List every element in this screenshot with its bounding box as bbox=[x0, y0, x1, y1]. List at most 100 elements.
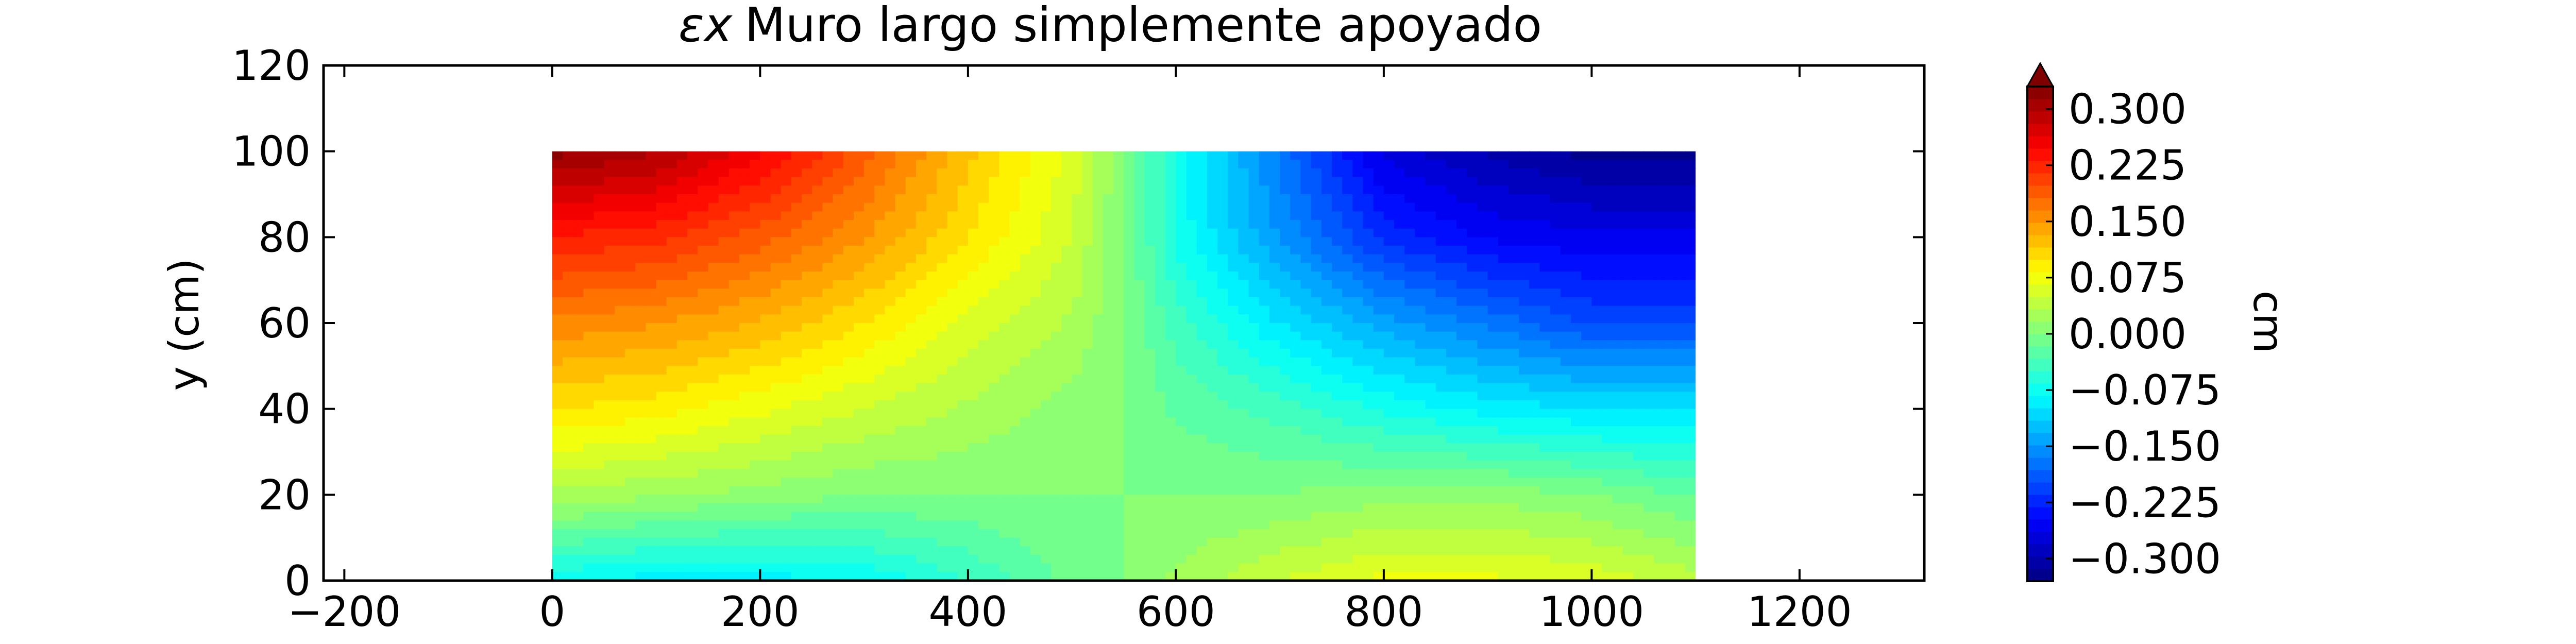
heatmap-cell bbox=[999, 383, 1010, 393]
heatmap-cell bbox=[1041, 314, 1052, 324]
heatmap-cell bbox=[1300, 211, 1312, 221]
heatmap-cell bbox=[1144, 185, 1156, 195]
heatmap-cell bbox=[563, 323, 574, 332]
heatmap-cell bbox=[1020, 478, 1031, 487]
heatmap-cell bbox=[1373, 202, 1384, 212]
heatmap-cell bbox=[968, 349, 979, 358]
heatmap-cell bbox=[1394, 220, 1405, 229]
heatmap-cell bbox=[1477, 434, 1488, 444]
heatmap-cell bbox=[895, 443, 906, 452]
heatmap-cell bbox=[770, 340, 782, 349]
heatmap-cell bbox=[1498, 194, 1509, 204]
heatmap-cell bbox=[1248, 289, 1260, 298]
heatmap-cell bbox=[947, 392, 958, 401]
heatmap-cell bbox=[1092, 495, 1104, 504]
heatmap-cell bbox=[1020, 177, 1031, 187]
heatmap-cell bbox=[1487, 237, 1499, 246]
heatmap-cell bbox=[750, 297, 761, 307]
heatmap-cell bbox=[843, 400, 854, 410]
heatmap-cell bbox=[1311, 349, 1322, 358]
heatmap-cell bbox=[1332, 151, 1343, 161]
heatmap-cell bbox=[1664, 297, 1675, 307]
heatmap-cell bbox=[843, 211, 854, 221]
heatmap-cell bbox=[947, 202, 958, 212]
heatmap-cell bbox=[614, 383, 625, 393]
heatmap-cell bbox=[1311, 340, 1322, 349]
heatmap-cell bbox=[989, 366, 1000, 375]
heatmap-cell bbox=[1051, 349, 1062, 358]
heatmap-cell bbox=[594, 417, 605, 427]
heatmap-cell bbox=[1467, 357, 1478, 367]
heatmap-cell bbox=[916, 280, 927, 290]
heatmap-cell bbox=[1144, 168, 1156, 178]
heatmap-cell bbox=[812, 443, 823, 452]
heatmap-cell bbox=[1612, 297, 1623, 307]
heatmap-cell bbox=[1051, 160, 1062, 169]
heatmap-cell bbox=[1602, 426, 1613, 435]
heatmap-cell bbox=[833, 400, 844, 410]
heatmap-cell bbox=[1311, 211, 1322, 221]
heatmap-cell bbox=[937, 194, 948, 204]
heatmap-cell bbox=[1228, 220, 1239, 229]
heatmap-cell bbox=[676, 409, 688, 418]
heatmap-cell bbox=[1477, 375, 1488, 384]
heatmap-cell bbox=[1051, 400, 1062, 410]
heatmap-cell bbox=[1217, 392, 1229, 401]
heatmap-cell bbox=[926, 314, 938, 324]
heatmap-cell bbox=[1342, 417, 1353, 427]
heatmap-cell bbox=[895, 417, 906, 427]
heatmap-cell bbox=[583, 280, 595, 290]
heatmap-cell bbox=[614, 211, 625, 221]
heatmap-cell bbox=[1622, 220, 1634, 229]
heatmap-cell bbox=[646, 202, 657, 212]
heatmap-cell bbox=[666, 400, 677, 410]
heatmap-cell bbox=[812, 151, 823, 161]
heatmap-cell bbox=[1217, 151, 1229, 161]
heatmap-cell bbox=[1498, 323, 1509, 332]
heatmap-cell bbox=[1446, 280, 1457, 290]
heatmap-cell bbox=[760, 237, 771, 246]
heatmap-cell bbox=[1280, 331, 1291, 341]
heatmap-cell bbox=[1207, 280, 1218, 290]
heatmap-cell bbox=[1394, 503, 1405, 513]
heatmap-cell bbox=[1092, 486, 1104, 496]
heatmap-cell bbox=[1041, 434, 1052, 444]
heatmap-cell bbox=[802, 228, 813, 238]
heatmap-cell bbox=[1332, 357, 1343, 367]
heatmap-cell bbox=[614, 289, 625, 298]
heatmap-cell bbox=[739, 202, 750, 212]
heatmap-cell bbox=[604, 426, 615, 435]
heatmap-cell bbox=[926, 323, 938, 332]
heatmap-cell bbox=[687, 503, 699, 513]
heatmap-cell bbox=[770, 331, 782, 341]
heatmap-cell bbox=[1498, 478, 1509, 487]
heatmap-cell bbox=[1155, 254, 1166, 264]
heatmap-cell bbox=[563, 383, 574, 393]
heatmap-cell bbox=[833, 392, 844, 401]
heatmap-cell bbox=[687, 417, 699, 427]
heatmap-cell bbox=[1352, 452, 1364, 461]
heatmap-cell bbox=[1332, 220, 1343, 229]
heatmap-cell bbox=[1196, 331, 1208, 341]
heatmap-cell bbox=[1009, 280, 1021, 290]
heatmap-cell bbox=[1280, 323, 1291, 332]
heatmap-cell bbox=[1248, 392, 1260, 401]
heatmap-cell bbox=[1155, 349, 1166, 358]
heatmap-cell bbox=[594, 323, 605, 332]
heatmap-cell bbox=[1124, 400, 1135, 410]
heatmap-cell bbox=[895, 478, 906, 487]
heatmap-cell bbox=[687, 263, 699, 272]
heatmap-cell bbox=[1009, 383, 1021, 393]
heatmap-cell bbox=[1539, 520, 1551, 530]
heatmap-cell bbox=[1321, 228, 1332, 238]
heatmap-cell bbox=[1228, 331, 1239, 341]
heatmap-cell bbox=[1030, 478, 1041, 487]
heatmap-cell bbox=[1186, 417, 1197, 427]
heatmap-cell bbox=[1259, 392, 1270, 401]
heatmap-cell bbox=[1664, 194, 1675, 204]
heatmap-cell bbox=[1134, 349, 1145, 358]
heatmap-cell bbox=[1134, 211, 1145, 221]
heatmap-cell bbox=[1664, 254, 1675, 264]
heatmap-cell bbox=[1009, 160, 1021, 169]
heatmap-cell bbox=[1280, 452, 1291, 461]
